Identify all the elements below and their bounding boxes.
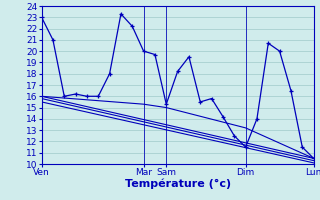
X-axis label: Température (°c): Température (°c) — [124, 179, 231, 189]
